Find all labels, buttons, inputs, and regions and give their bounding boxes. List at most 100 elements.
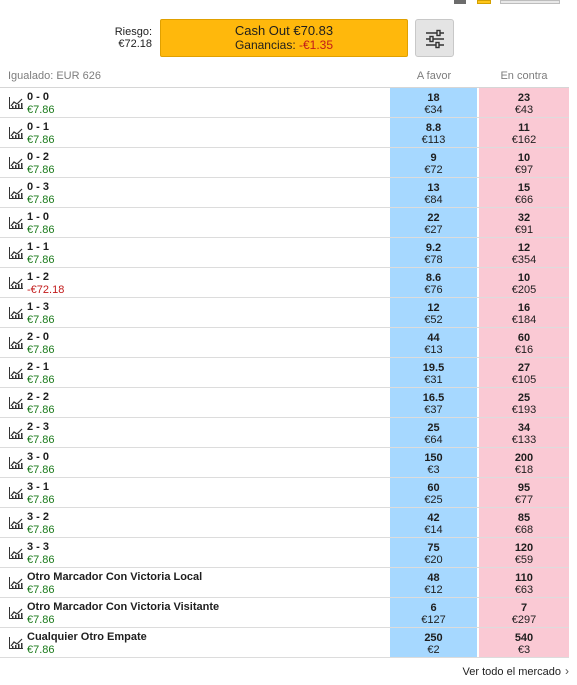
back-stake: €13: [424, 344, 443, 356]
lay-price-cell[interactable]: 25 €193: [479, 388, 569, 417]
line-chart-icon[interactable]: [9, 157, 23, 169]
line-chart-icon[interactable]: [9, 607, 23, 619]
runner-name: 2 - 1: [27, 361, 50, 373]
back-price-cell[interactable]: 8.8 €113: [390, 118, 478, 147]
lay-stake: €59: [514, 554, 534, 566]
lay-price-cell[interactable]: 11 €162: [479, 118, 569, 147]
line-chart-icon[interactable]: [9, 247, 23, 259]
runner-name: 2 - 0: [27, 331, 50, 343]
lay-price-cell[interactable]: 10 €97: [479, 148, 569, 177]
risk-info: Riesgo: €72.18: [92, 26, 152, 50]
back-price-cell[interactable]: 22 €27: [390, 208, 478, 237]
line-chart-icon[interactable]: [9, 217, 23, 229]
lay-price-cell[interactable]: 34 €133: [479, 418, 569, 447]
back-price-cell[interactable]: 13 €84: [390, 178, 478, 207]
lay-price-cell[interactable]: 120 €59: [479, 538, 569, 567]
back-price-cell[interactable]: 42 €14: [390, 508, 478, 537]
line-chart-icon[interactable]: [9, 577, 23, 589]
lay-price-cell[interactable]: 16 €184: [479, 298, 569, 327]
lay-price-cell[interactable]: 32 €91: [479, 208, 569, 237]
lay-column-header: En contra: [500, 70, 548, 82]
back-price-cell[interactable]: 150 €3: [390, 448, 478, 477]
runner-row: 3 - 2 €7.86 42 €14 85 €68: [0, 508, 569, 538]
lay-price-cell[interactable]: 10 €205: [479, 268, 569, 297]
lay-odds: 34: [517, 422, 531, 434]
runner-profit-loss: €7.86: [27, 554, 55, 566]
line-chart-icon[interactable]: [9, 187, 23, 199]
runner-row: 2 - 2 €7.86 16.5 €37 25 €193: [0, 388, 569, 418]
view-full-market-link[interactable]: Ver todo el mercado ›: [463, 664, 569, 678]
back-stake: €14: [424, 524, 443, 536]
line-chart-icon[interactable]: [9, 427, 23, 439]
cashout-button[interactable]: Cash Out €70.83 Ganancias: -€1.35: [160, 19, 408, 57]
back-stake: €127: [421, 614, 446, 626]
line-chart-icon[interactable]: [9, 547, 23, 559]
lay-price-cell[interactable]: 7 €297: [479, 598, 569, 627]
runner-name: 3 - 1: [27, 481, 50, 493]
line-chart-icon[interactable]: [9, 277, 23, 289]
cashout-settings-button[interactable]: [415, 19, 454, 57]
runner-row: 0 - 0 €7.86 18 €34 23 €43: [0, 88, 569, 118]
line-chart-icon[interactable]: [9, 397, 23, 409]
back-odds: 18: [427, 92, 440, 104]
line-chart-icon[interactable]: [9, 517, 23, 529]
toolbar-fragment-light[interactable]: [500, 0, 560, 4]
back-odds: 150: [424, 452, 443, 464]
runner-name: 0 - 0: [27, 91, 50, 103]
runner-profit-loss: €7.86: [27, 134, 55, 146]
page-edge: [569, 0, 577, 685]
back-price-cell[interactable]: 12 €52: [390, 298, 478, 327]
back-price-cell[interactable]: 44 €13: [390, 328, 478, 357]
back-price-cell[interactable]: 18 €34: [390, 88, 478, 117]
back-price-cell[interactable]: 75 €20: [390, 538, 478, 567]
runner-row: 2 - 1 €7.86 19.5 €31 27 €105: [0, 358, 569, 388]
lay-price-cell[interactable]: 95 €77: [479, 478, 569, 507]
lay-odds: 10: [517, 272, 531, 284]
runner-profit-loss: €7.86: [27, 494, 55, 506]
back-price-cell[interactable]: 48 €12: [390, 568, 478, 597]
line-chart-icon[interactable]: [9, 307, 23, 319]
lay-price-cell[interactable]: 540 €3: [479, 628, 569, 657]
line-chart-icon[interactable]: [9, 637, 23, 649]
lay-price-cell[interactable]: 110 €63: [479, 568, 569, 597]
back-odds: 9.2: [425, 242, 442, 254]
back-odds: 42: [427, 512, 440, 524]
back-odds: 22: [427, 212, 440, 224]
risk-label: Riesgo:: [114, 26, 152, 38]
lay-price-cell[interactable]: 200 €18: [479, 448, 569, 477]
line-chart-icon[interactable]: [9, 487, 23, 499]
line-chart-icon[interactable]: [9, 97, 23, 109]
runner-row: 2 - 3 €7.86 25 €64 34 €133: [0, 418, 569, 448]
runner-profit-loss: -€72.18: [27, 284, 65, 296]
runner-profit-loss: €7.86: [27, 644, 55, 656]
line-chart-icon[interactable]: [9, 337, 23, 349]
toolbar-fragment-yellow[interactable]: [477, 0, 491, 4]
back-price-cell[interactable]: 19.5 €31: [390, 358, 478, 387]
runner-name: 2 - 3: [27, 421, 50, 433]
lay-odds: 25: [517, 392, 531, 404]
line-chart-icon[interactable]: [9, 457, 23, 469]
lay-odds: 540: [514, 632, 534, 644]
back-stake: €84: [424, 194, 443, 206]
back-stake: €76: [424, 284, 443, 296]
back-odds: 75: [427, 542, 440, 554]
lay-price-cell[interactable]: 85 €68: [479, 508, 569, 537]
lay-price-cell[interactable]: 23 €43: [479, 88, 569, 117]
line-chart-icon[interactable]: [9, 367, 23, 379]
back-price-cell[interactable]: 6 €127: [390, 598, 478, 627]
lay-price-cell[interactable]: 60 €16: [479, 328, 569, 357]
back-price-cell[interactable]: 9.2 €78: [390, 238, 478, 267]
line-chart-icon[interactable]: [9, 127, 23, 139]
back-price-cell[interactable]: 16.5 €37: [390, 388, 478, 417]
runner-profit-loss: €7.86: [27, 524, 55, 536]
back-price-cell[interactable]: 250 €2: [390, 628, 478, 657]
back-price-cell[interactable]: 9 €72: [390, 148, 478, 177]
lay-price-cell[interactable]: 27 €105: [479, 358, 569, 387]
back-stake: €31: [424, 374, 443, 386]
back-price-cell[interactable]: 60 €25: [390, 478, 478, 507]
runner-row: 1 - 1 €7.86 9.2 €78 12 €354: [0, 238, 569, 268]
back-price-cell[interactable]: 25 €64: [390, 418, 478, 447]
lay-price-cell[interactable]: 15 €66: [479, 178, 569, 207]
back-price-cell[interactable]: 8.6 €76: [390, 268, 478, 297]
lay-price-cell[interactable]: 12 €354: [479, 238, 569, 267]
